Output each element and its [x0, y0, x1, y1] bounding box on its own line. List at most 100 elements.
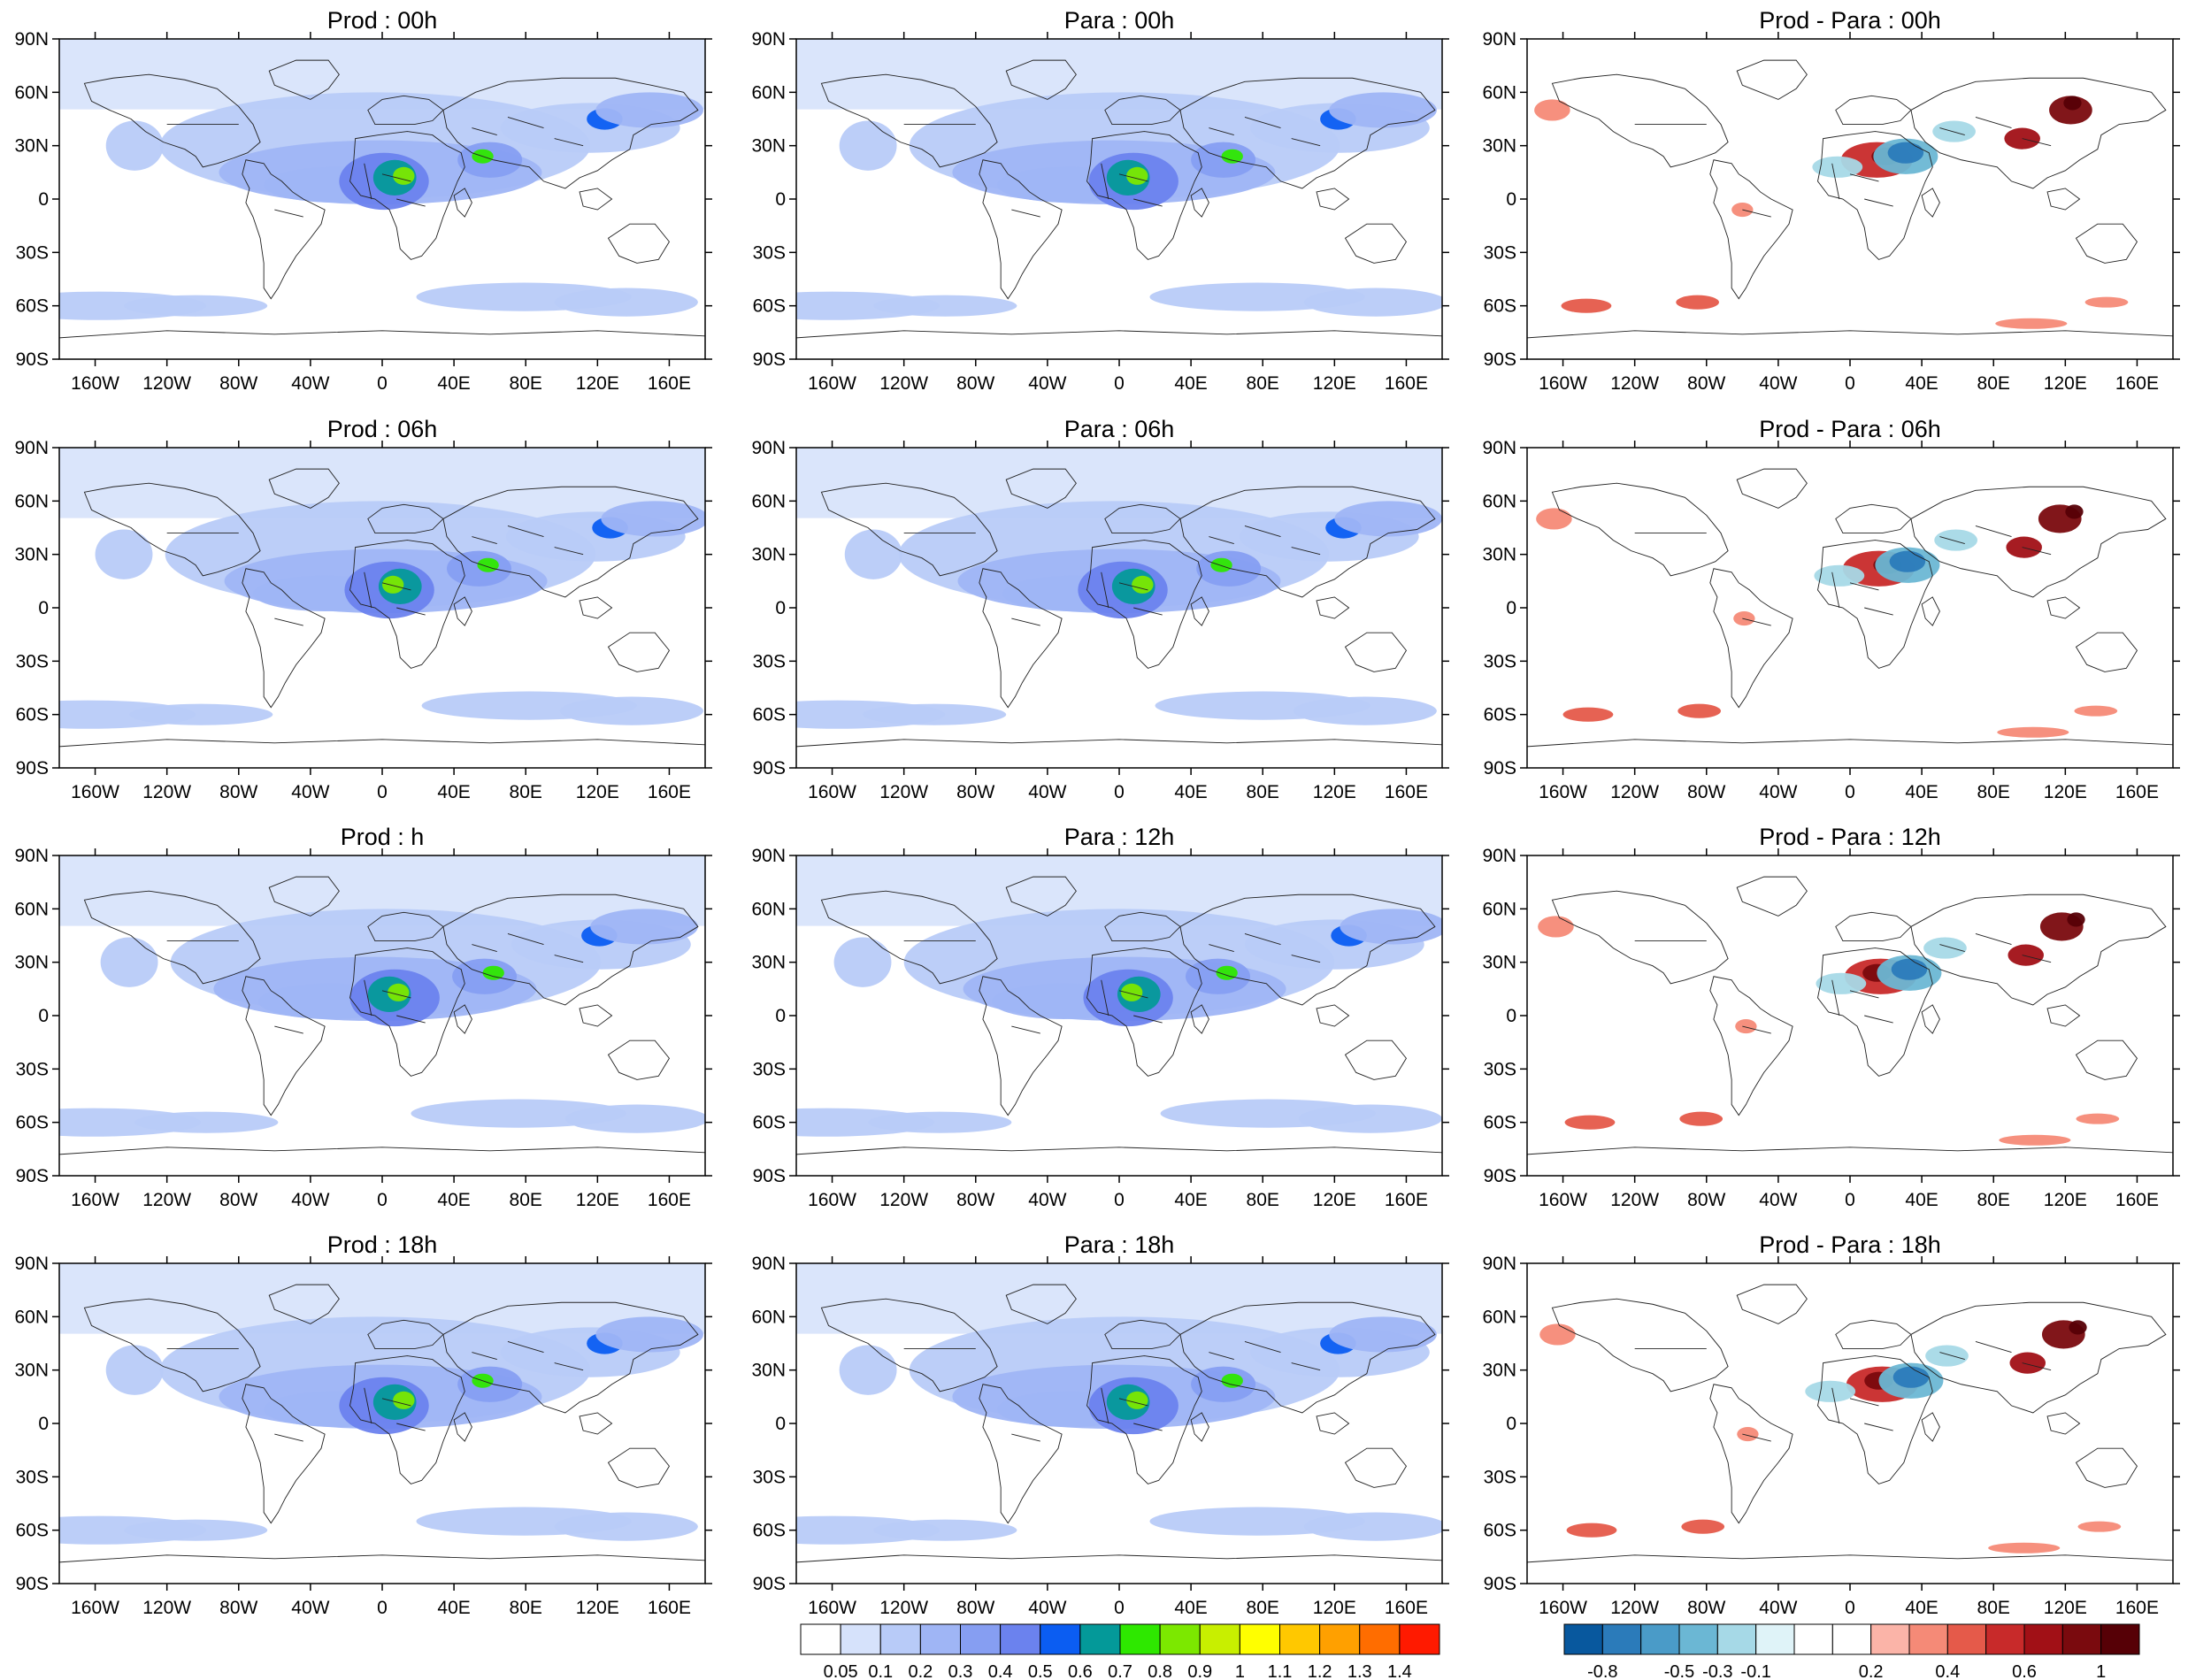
difference-patch: [1677, 703, 1721, 718]
longitude-label: 0: [377, 373, 388, 394]
latitude-label: 60N: [14, 1307, 49, 1327]
latitude-label: 60N: [751, 491, 786, 511]
longitude-label: 80W: [1687, 1190, 1725, 1210]
field-patch: [839, 120, 897, 171]
latitude-label: 60N: [1482, 899, 1516, 919]
latitude-label: 60S: [753, 705, 786, 725]
latitude-label: 30N: [14, 1361, 49, 1381]
latitude-label: 90N: [751, 29, 786, 50]
longitude-label: 160E: [2115, 373, 2159, 394]
colorbar-label: 0.3: [948, 1662, 973, 1680]
map-panel: Para : 18h 90N 60N 30N 0 30S 60S 90S 160W 120W 80W…: [751, 1231, 1449, 1618]
field-patch: [844, 529, 902, 579]
latitude-label: 60N: [14, 899, 49, 919]
longitude-label: 160W: [1539, 1598, 1587, 1618]
latitude-label: 30N: [751, 545, 786, 565]
latitude-label: 60S: [1484, 1521, 1516, 1541]
map-background: [1527, 448, 2173, 768]
map-panel: Prod - Para : 12h 90N 60N 30N 0 30S 60S 90S 160W…: [1482, 824, 2180, 1210]
longitude-label: 80W: [956, 782, 994, 802]
longitude-label: 120W: [879, 1598, 928, 1618]
latitude-label: 30N: [1482, 953, 1516, 973]
field-patch: [868, 1111, 1012, 1133]
colorbar-swatch: [1079, 1623, 1121, 1655]
field-patch: [1303, 1512, 1442, 1541]
latitude-label: 90N: [14, 1254, 49, 1274]
longitude-label: 160W: [71, 1190, 119, 1210]
latitude-label: 30S: [16, 242, 49, 263]
colorbar-swatch: [1985, 1623, 2025, 1655]
longitude-label: 0: [1114, 373, 1125, 394]
latitude-label: 90S: [1484, 349, 1516, 370]
longitude-label: 80E: [510, 1190, 542, 1210]
longitude-label: 80E: [1977, 373, 2010, 394]
difference-patch: [1988, 1542, 2061, 1553]
colorbar-swatch: [1239, 1623, 1280, 1655]
longitude-label: 120E: [576, 782, 619, 802]
longitude-label: 40W: [291, 782, 329, 802]
latitude-label: 0: [38, 1414, 49, 1434]
longitude-label: 0: [377, 1598, 388, 1618]
latitude-label: 0: [775, 189, 786, 210]
latitude-label: 90N: [1482, 1254, 1516, 1274]
colorbar-label: 0.7: [1108, 1662, 1132, 1680]
longitude-label: 160W: [71, 373, 119, 394]
difference-patch: [1816, 972, 1867, 994]
longitude-label: 40E: [1174, 1598, 1207, 1618]
colorbar-swatch: [960, 1623, 1002, 1655]
longitude-label: 160E: [648, 1190, 691, 1210]
latitude-label: 0: [38, 189, 49, 210]
latitude-label: 30N: [1482, 1361, 1516, 1381]
colorbar-swatch: [1831, 1623, 1872, 1655]
difference-patch: [1934, 529, 1977, 551]
latitude-label: 90S: [1484, 1574, 1516, 1594]
panel-title: Prod - Para : 06h: [1759, 416, 1941, 442]
latitude-label: 90S: [753, 1166, 786, 1186]
longitude-label: 160E: [2115, 1598, 2159, 1618]
longitude-label: 0: [1845, 1190, 1855, 1210]
longitude-label: 120W: [142, 1190, 191, 1210]
longitude-label: 80E: [1247, 373, 1279, 394]
difference-patch: [1737, 1427, 1759, 1442]
longitude-label: 80W: [956, 1190, 994, 1210]
longitude-label: 120W: [142, 1598, 191, 1618]
colorbar-swatch: [1000, 1623, 1041, 1655]
longitude-label: 40E: [1905, 1190, 1938, 1210]
map-panel: Prod : 06h 90N 60N 30N 0 30S 60S 90S 160W 120W 80W…: [14, 416, 712, 802]
map-panel: Prod : 18h 90N 60N 30N 0 30S 60S 90S 160W 120W 80W…: [14, 1231, 712, 1618]
panel-title: Para : 12h: [1064, 824, 1175, 850]
latitude-label: 90N: [1482, 846, 1516, 866]
latitude-label: 0: [38, 598, 49, 618]
longitude-label: 160W: [1539, 782, 1587, 802]
map-panel: Prod : h 90N 60N 30N 0 30S 60S 90S 160W 120W 80W 40…: [14, 824, 712, 1210]
field-patch: [839, 1345, 897, 1395]
longitude-label: 40W: [1028, 1190, 1066, 1210]
colorbar-label: 0.1: [868, 1662, 893, 1680]
colorbar-label: 1.4: [1387, 1662, 1412, 1680]
longitude-label: 80W: [1687, 373, 1725, 394]
field-patch: [1126, 1391, 1148, 1409]
difference-patch: [1932, 120, 1976, 142]
field-patch: [95, 529, 153, 579]
panel-title: Prod : 18h: [327, 1231, 438, 1258]
map-panel: Prod : 00h 90N 60N 30N 0 30S 60S 90S 160W 120W 80W…: [14, 7, 712, 394]
latitude-label: 90N: [751, 1254, 786, 1274]
latitude-label: 0: [775, 1414, 786, 1434]
latitude-label: 0: [1506, 189, 1516, 210]
difference-patch: [1812, 156, 1863, 178]
latitude-label: 30S: [16, 1467, 49, 1487]
difference-patch: [1995, 318, 2068, 329]
latitude-label: 30S: [753, 242, 786, 263]
longitude-label: 0: [377, 782, 388, 802]
difference-patch: [1733, 611, 1755, 626]
colorbar-label: 0.4: [1935, 1662, 1960, 1680]
map-panel: Prod - Para : 18h 90N 60N 30N 0 30S 60S 90S 160W…: [1482, 1231, 2180, 1618]
longitude-label: 40E: [1174, 373, 1207, 394]
longitude-label: 40W: [291, 373, 329, 394]
latitude-label: 60S: [16, 296, 49, 317]
latitude-label: 90N: [14, 29, 49, 50]
latitude-label: 30N: [14, 953, 49, 973]
latitude-label: 30S: [1484, 651, 1516, 671]
latitude-label: 60N: [14, 491, 49, 511]
